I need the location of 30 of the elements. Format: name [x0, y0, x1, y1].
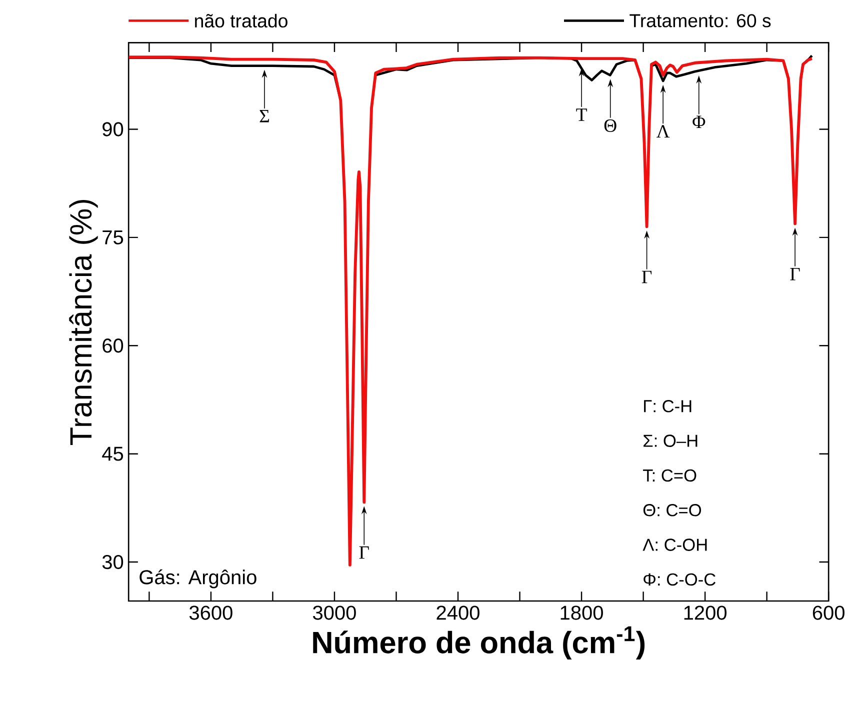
annotation: Λ: C-OH [642, 538, 707, 551]
annotation: Σ [260, 110, 269, 122]
text: Número de onda (cm$^{-1}$) [313, 626, 645, 660]
y-tick-label: 75 [102, 230, 124, 244]
annotation: Γ: C-H [644, 400, 692, 412]
x-tick-label: 1800 [560, 606, 603, 620]
annotation: Φ: C-O-C [644, 573, 716, 586]
y-tick-label: 30 [102, 554, 124, 570]
annotation: Θ [604, 119, 616, 132]
x-tick-label: 600 [812, 606, 844, 620]
x-tick-label: 2400 [436, 606, 480, 620]
annotation: Λ [656, 125, 670, 138]
annotation: T [576, 108, 587, 121]
legend-label: não tratado [195, 14, 288, 28]
x-tick-label: 3600 [189, 606, 232, 620]
annotation: T: C=O [643, 469, 696, 482]
annotation: Σ: O–H [644, 434, 698, 447]
annotation: Γ [790, 268, 800, 280]
annotation: Γ [359, 546, 369, 559]
x-tick-label: 1200 [684, 606, 727, 620]
annotation: Φ [692, 116, 706, 128]
annotation: Γ [642, 270, 652, 284]
y-axis-title: Transmitância (%) [69, 200, 98, 445]
y-tick-label: 90 [102, 122, 124, 136]
legend-label: Tratamento: 60 s [630, 14, 771, 28]
annotation: Θ: C=O [643, 504, 702, 516]
annotation: Gás: Argônio [140, 569, 256, 588]
x-tick-label: 3000 [312, 606, 356, 620]
y-tick-label: 60 [102, 338, 124, 353]
y-tick-label: 45 [102, 446, 124, 461]
